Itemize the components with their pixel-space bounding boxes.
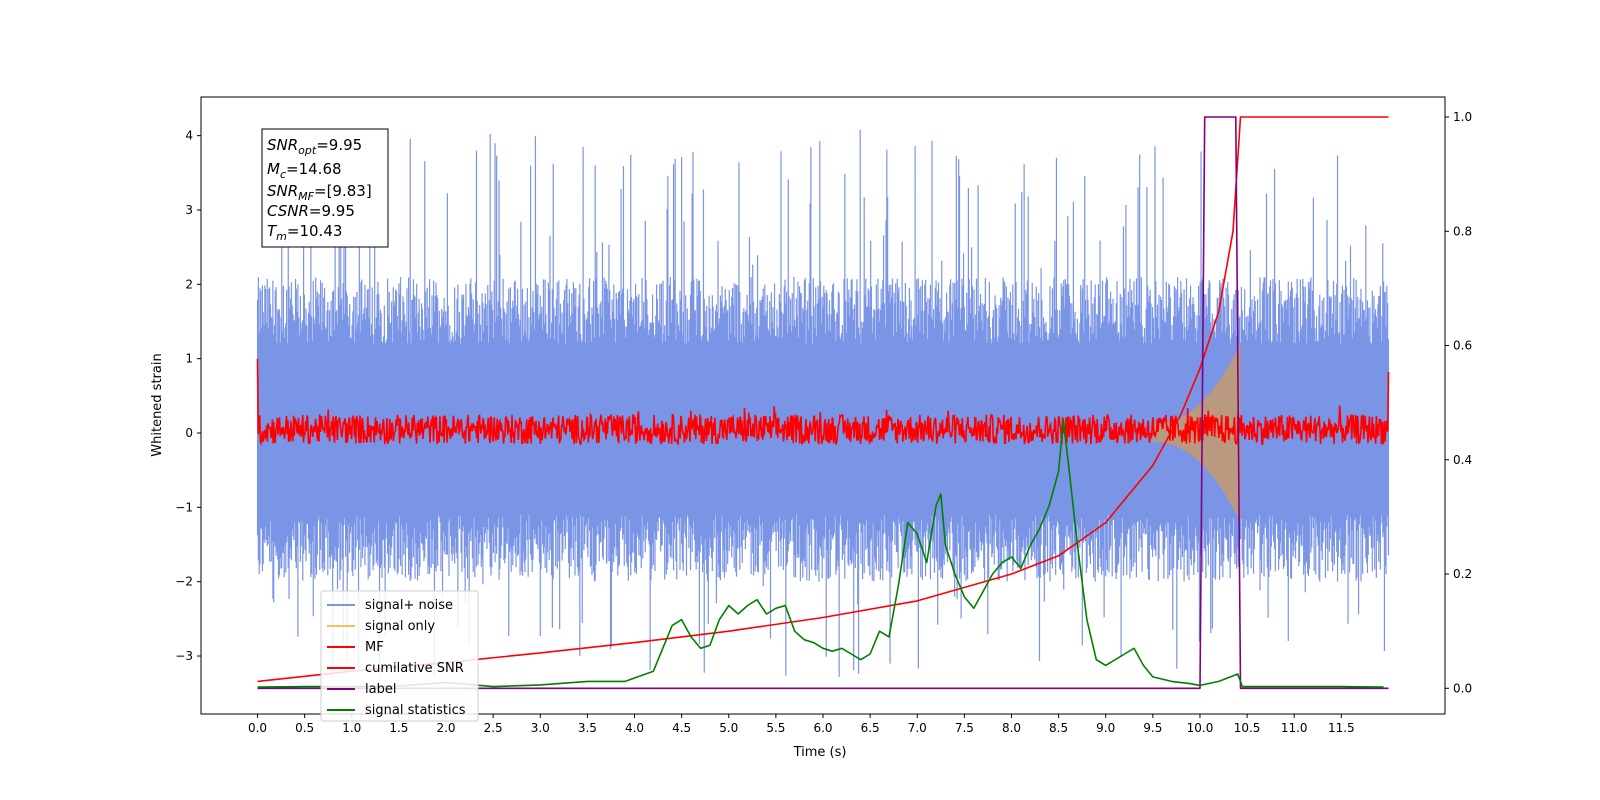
legend-label-label: label [365, 682, 396, 697]
annotation-base: M [267, 160, 280, 178]
legend-label-signal-statistics: signal statistics [365, 703, 466, 718]
annotation-box: SNRopt=9.95 Mc=14.68 SNRMF=[9.83] CSNR=9… [261, 128, 389, 248]
legend-label-signal-noise: signal+ noise [365, 598, 453, 613]
y-right-tick-label: 0.6 [1453, 339, 1472, 353]
x-tick-label: 1.5 [389, 721, 408, 735]
y-left-tick-label: −1 [175, 500, 193, 514]
y-right-tick-label: 0.8 [1453, 224, 1472, 238]
x-tick-label: 6.0 [813, 721, 832, 735]
annotation-sub: c [280, 168, 286, 181]
x-tick-label: 3.5 [578, 721, 597, 735]
x-tick-label: 3.0 [531, 721, 550, 735]
x-tick-label: 11.5 [1328, 721, 1355, 735]
y-right-tick-label: 0.2 [1453, 567, 1472, 581]
x-tick-label: 2.5 [484, 721, 503, 735]
annotation-base: CSNR [267, 202, 309, 220]
annotation-line-tm: Tm=10.43 [267, 222, 342, 243]
legend-frame [320, 590, 479, 722]
x-tick-label: 5.0 [719, 721, 738, 735]
annotation-base: T [267, 222, 278, 240]
x-tick-label: 9.0 [1096, 721, 1115, 735]
x-tick-label: 1.0 [342, 721, 361, 735]
x-tick-label: 6.5 [861, 721, 880, 735]
y-left-tick-label: 3 [185, 203, 193, 217]
annotation-sub: MF [298, 190, 314, 203]
y-left-tick-label: 1 [185, 352, 193, 366]
y-left-tick-label: 2 [185, 277, 193, 291]
x-tick-label: 4.0 [625, 721, 644, 735]
annotation-base: SNR [267, 136, 298, 154]
x-tick-label: 7.5 [955, 721, 974, 735]
x-tick-label: 7.0 [908, 721, 927, 735]
annotation-value: =10.43 [287, 222, 343, 240]
y-left-tick-label: 0 [185, 426, 193, 440]
y-axis-left: 4 3 2 1 0 −1 −2 −3 [175, 129, 201, 663]
annotation-value: =9.95 [316, 136, 362, 154]
x-tick-label: 11.0 [1281, 721, 1308, 735]
series-cumulative-snr [257, 116, 1389, 683]
x-tick-label: 10.0 [1187, 721, 1214, 735]
annotation-value: =[9.83] [314, 182, 372, 200]
series-signal-only [1152, 343, 1241, 523]
annotation-base: SNR [267, 182, 298, 200]
x-tick-label: 4.5 [672, 721, 691, 735]
x-tick-label: 0.0 [248, 721, 267, 735]
y-left-tick-label: −2 [175, 575, 193, 589]
y-right-tick-label: 1.0 [1453, 110, 1472, 124]
series-signal-statistics [257, 419, 1384, 688]
annotation-value: =14.68 [286, 160, 342, 178]
y-axis-right: 1.0 0.8 0.6 0.4 0.2 0.0 [1445, 110, 1472, 695]
annotation-value: =9.95 [309, 202, 355, 220]
legend-label-cumulative-snr: cumilative SNR [365, 661, 464, 676]
x-axis: 0.0 0.5 1.0 1.5 2.0 2.5 3.0 3.5 4.0 4.5 5.0 5.5 6.0 6… [248, 714, 1355, 735]
x-tick-label: 10.5 [1234, 721, 1261, 735]
x-tick-label: 5.5 [766, 721, 785, 735]
annotation-line-mc: Mc=14.68 [267, 160, 342, 181]
y-left-tick-label: 4 [185, 129, 193, 143]
legend: signal+ noise signal only MF cumilative … [320, 590, 479, 722]
x-tick-label: 0.5 [295, 721, 314, 735]
legend-label-signal-only: signal only [365, 619, 435, 634]
series-label [257, 116, 1389, 690]
y-axis-left-label: Whitened strain [150, 353, 165, 456]
x-axis-label: Time (s) [793, 745, 847, 760]
y-left-tick-label: −3 [175, 649, 193, 663]
y-right-tick-label: 0.4 [1453, 453, 1472, 467]
annotation-sub: opt [298, 144, 317, 157]
annotation-line-snr-opt: SNRopt=9.95 [267, 136, 362, 157]
y-right-tick-label: 0.0 [1453, 681, 1472, 695]
legend-label-mf: MF [365, 640, 384, 655]
x-tick-label: 2.0 [436, 721, 455, 735]
series-mf [256, 358, 1390, 447]
x-tick-label: 8.5 [1049, 721, 1068, 735]
annotation-sub: m [276, 230, 287, 243]
annotation-frame [261, 128, 389, 248]
x-tick-label: 8.0 [1002, 721, 1021, 735]
x-tick-label: 9.5 [1143, 721, 1162, 735]
annotation-line-csnr: CSNR=9.95 [267, 202, 355, 220]
series-layer [256, 116, 1390, 690]
annotation-line-snr-mf: SNRMF=[9.83] [267, 182, 372, 203]
